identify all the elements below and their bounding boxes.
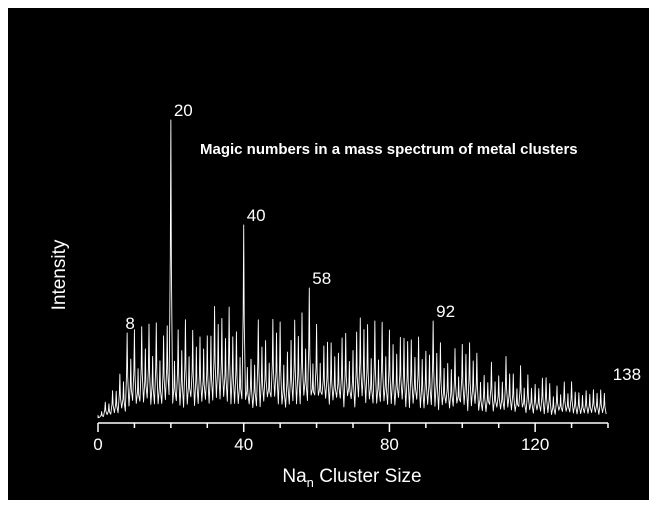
x-tick-label: 0: [93, 435, 102, 454]
x-axis-label-subscript: n: [306, 474, 314, 490]
chart-title: Magic numbers in a mass spectrum of meta…: [200, 141, 578, 158]
magic-number-label: 40: [247, 206, 266, 225]
magic-number-label: 138: [613, 365, 641, 384]
magic-number-label: 20: [174, 101, 193, 120]
spectrum-trace: [97, 119, 607, 419]
x-tick-label: 120: [521, 435, 549, 454]
magic-number-label: 58: [312, 269, 331, 288]
x-axis: [97, 422, 609, 432]
x-axis-label: Nan Cluster Size: [282, 466, 421, 490]
magic-number-label: 8: [125, 314, 134, 333]
chart-frame: [8, 8, 649, 500]
spectrum-line: [97, 119, 607, 419]
x-tick-labels: 0 40 80 120: [93, 435, 549, 454]
magic-number-label: 92: [436, 302, 455, 321]
x-axis-label-rest: Cluster Size: [313, 466, 422, 487]
y-axis-label: Intensity: [49, 239, 70, 311]
x-tick-label: 40: [234, 435, 253, 454]
x-axis-label-main: Na: [282, 466, 307, 487]
magic-number-labels: 8 20 40 58 92 138: [125, 101, 641, 384]
x-tick-label: 80: [380, 435, 399, 454]
